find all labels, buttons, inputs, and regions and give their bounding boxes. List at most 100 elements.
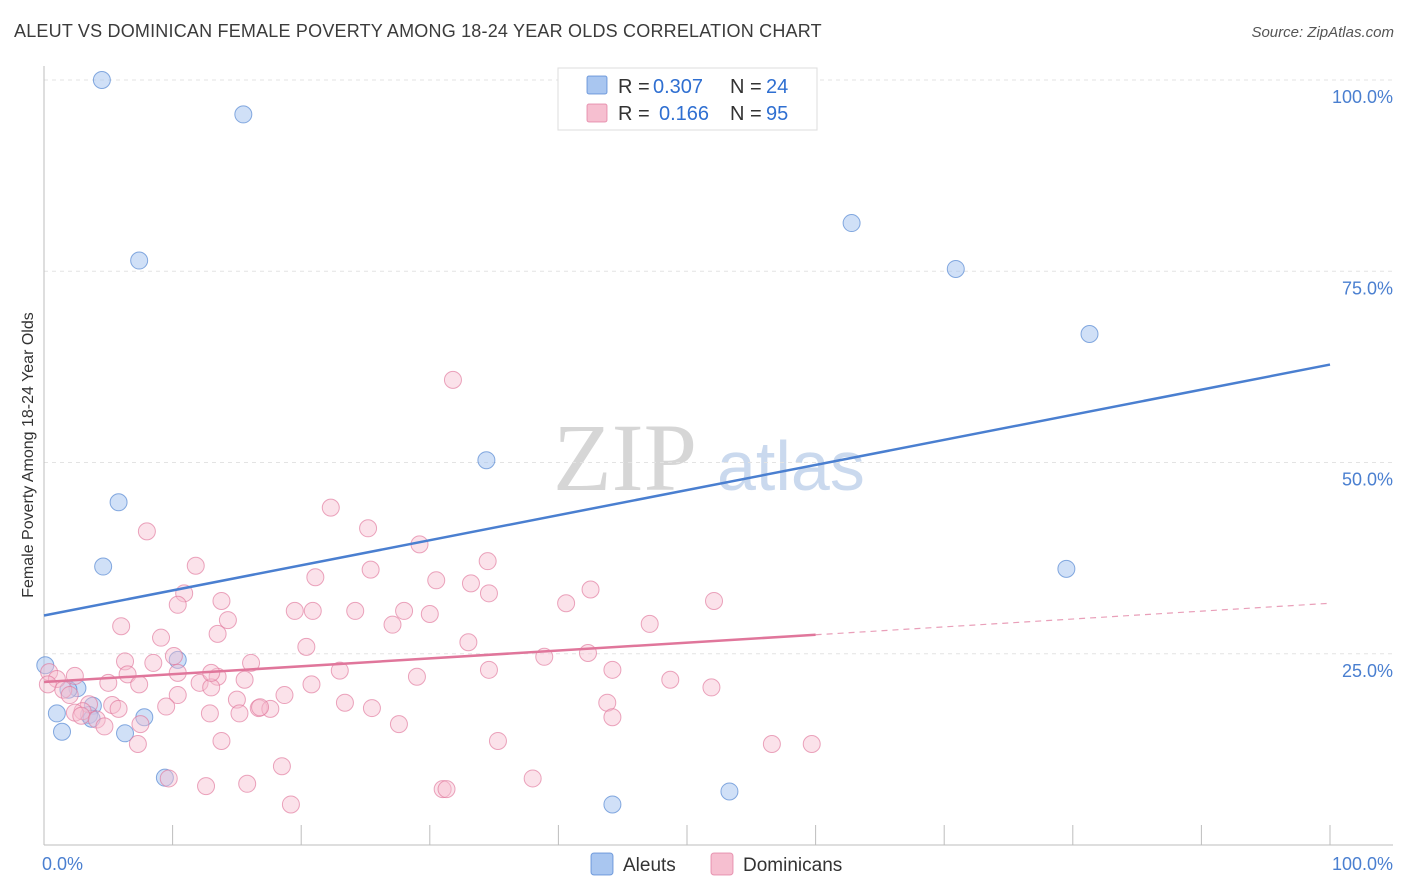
data-point bbox=[488, 731, 507, 750]
data-point bbox=[118, 665, 137, 684]
data-point bbox=[661, 670, 680, 689]
legend-r-value-dominicans: 0.166 bbox=[659, 103, 709, 125]
x-tick-label-min: 0.0% bbox=[42, 854, 83, 874]
y-tick-label: 75.0% bbox=[1342, 278, 1393, 298]
data-point bbox=[92, 71, 111, 89]
legend-r-label-aleuts: R = bbox=[618, 76, 650, 98]
data-point bbox=[359, 519, 378, 538]
watermark-atlas: atlas bbox=[717, 427, 865, 505]
data-point bbox=[230, 704, 249, 723]
data-point bbox=[87, 710, 106, 729]
data-point bbox=[95, 717, 114, 736]
data-point bbox=[112, 617, 131, 636]
data-point bbox=[212, 591, 231, 610]
legend-swatch-aleuts bbox=[586, 75, 608, 95]
data-point bbox=[202, 678, 221, 697]
trend-line-dominicans bbox=[43, 633, 816, 684]
data-point bbox=[94, 557, 113, 576]
data-point bbox=[407, 667, 426, 686]
data-point bbox=[235, 670, 254, 689]
data-point bbox=[53, 722, 72, 741]
series-legend: Aleuts Dominicans bbox=[590, 852, 842, 876]
data-point bbox=[437, 780, 456, 799]
data-point bbox=[238, 774, 257, 793]
data-point bbox=[60, 686, 79, 705]
data-point bbox=[335, 693, 354, 712]
data-point bbox=[152, 628, 171, 647]
data-point bbox=[281, 795, 300, 814]
data-point bbox=[131, 715, 150, 734]
legend-n-value-aleuts: 24 bbox=[766, 76, 788, 98]
trend-line-aleuts bbox=[43, 363, 1331, 617]
y-tick-label: 25.0% bbox=[1342, 661, 1393, 681]
data-point bbox=[109, 699, 128, 718]
data-point bbox=[705, 591, 724, 610]
data-point bbox=[361, 560, 380, 579]
data-point bbox=[433, 780, 452, 799]
data-point bbox=[362, 699, 381, 718]
data-point bbox=[603, 660, 622, 679]
data-point bbox=[234, 105, 253, 124]
data-point bbox=[208, 624, 227, 643]
data-point bbox=[218, 611, 237, 630]
data-point bbox=[168, 595, 187, 614]
data-point bbox=[159, 769, 178, 788]
data-point bbox=[275, 686, 294, 705]
data-point bbox=[842, 214, 861, 233]
data-point bbox=[478, 552, 497, 571]
data-point bbox=[137, 522, 156, 541]
legend-swatch-dominicans bbox=[586, 103, 608, 123]
data-point bbox=[251, 698, 270, 717]
data-point bbox=[285, 601, 304, 620]
data-point bbox=[720, 782, 739, 801]
data-point bbox=[427, 571, 446, 590]
data-point bbox=[157, 697, 176, 716]
data-point bbox=[303, 601, 322, 620]
series-aleuts bbox=[36, 71, 1099, 814]
axes bbox=[43, 66, 1393, 846]
data-point bbox=[197, 777, 216, 796]
data-point bbox=[383, 615, 402, 634]
data-point bbox=[130, 251, 149, 270]
data-point bbox=[186, 556, 205, 575]
series-layer bbox=[36, 71, 1099, 814]
x-tick-label-max: 100.0% bbox=[1332, 854, 1393, 874]
data-point bbox=[640, 614, 659, 633]
data-point bbox=[598, 693, 617, 712]
y-tick-labels: 25.0% 50.0% 75.0% 100.0% bbox=[1332, 87, 1393, 681]
data-point bbox=[420, 604, 439, 623]
series-legend-label-aleuts: Aleuts bbox=[623, 855, 676, 876]
data-point bbox=[762, 735, 781, 754]
trend-lines bbox=[43, 363, 1331, 684]
data-point bbox=[272, 757, 291, 776]
data-point bbox=[242, 653, 261, 672]
data-point bbox=[459, 633, 478, 652]
data-point bbox=[330, 661, 349, 680]
series-legend-label-dominicans: Dominicans bbox=[743, 855, 842, 876]
data-point bbox=[38, 675, 57, 694]
y-tick-label: 100.0% bbox=[1332, 87, 1393, 107]
y-tick-label: 50.0% bbox=[1342, 470, 1393, 490]
data-point bbox=[164, 647, 183, 666]
data-point bbox=[116, 724, 135, 743]
series-legend-swatch-dominicans bbox=[710, 852, 734, 876]
data-point bbox=[65, 666, 84, 685]
series-legend-swatch-aleuts bbox=[590, 852, 614, 876]
zipatlas-watermark: ZIP atlas bbox=[553, 404, 865, 511]
data-point bbox=[47, 669, 66, 688]
data-point bbox=[190, 673, 209, 692]
data-point bbox=[128, 735, 147, 754]
data-point bbox=[72, 706, 91, 725]
data-point bbox=[144, 653, 163, 672]
stats-legend: R = 0.307 N = 24 R = 0.166 N = 95 bbox=[557, 67, 818, 131]
data-point bbox=[557, 594, 576, 613]
data-point bbox=[802, 735, 821, 754]
data-point bbox=[306, 568, 325, 587]
data-point bbox=[461, 574, 480, 593]
data-point bbox=[168, 686, 187, 705]
data-point bbox=[477, 451, 496, 470]
data-point bbox=[346, 601, 365, 620]
data-point bbox=[109, 493, 128, 512]
data-point bbox=[297, 637, 316, 656]
